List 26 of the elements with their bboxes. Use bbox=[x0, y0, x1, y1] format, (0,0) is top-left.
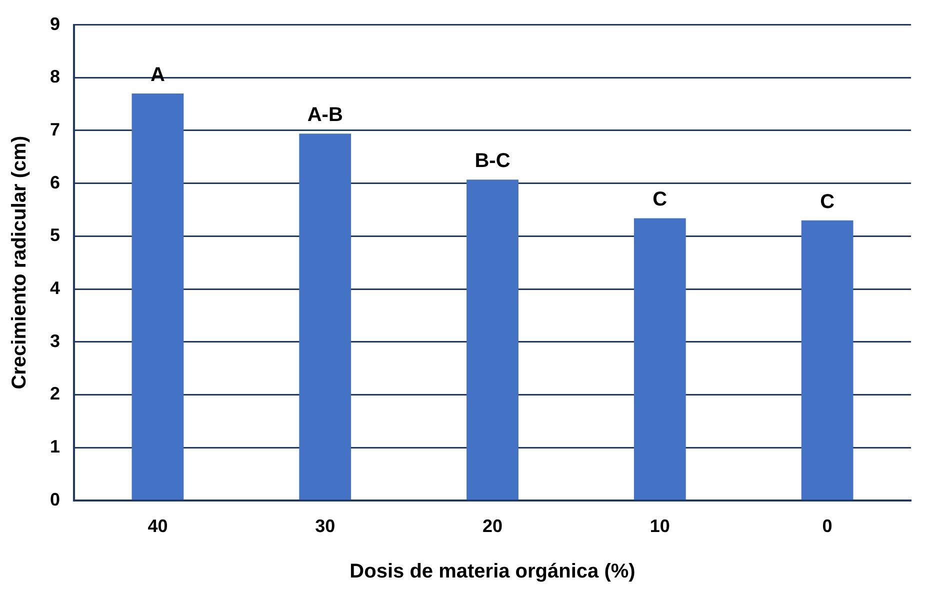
y-tick-label: 9 bbox=[50, 14, 60, 34]
y-tick-label: 2 bbox=[50, 384, 60, 404]
x-tick-label: 0 bbox=[822, 516, 832, 536]
y-tick-label: 1 bbox=[50, 436, 60, 457]
bar bbox=[801, 220, 854, 500]
y-tick-label: 3 bbox=[50, 330, 60, 351]
y-tick-label: 5 bbox=[50, 225, 60, 246]
annotation: B-C bbox=[474, 150, 510, 172]
x-tick-label: 10 bbox=[650, 516, 670, 536]
y-tick-label: 0 bbox=[50, 489, 60, 510]
x-tick-label: 20 bbox=[482, 516, 503, 536]
x-tick-label: 30 bbox=[315, 516, 336, 536]
y-axis-title: Crecimiento radicular (cm) bbox=[8, 136, 31, 390]
y-tick-label: 6 bbox=[50, 172, 60, 192]
annotation: C bbox=[652, 188, 668, 211]
bar bbox=[466, 180, 518, 500]
bar bbox=[132, 94, 184, 500]
x-axis-title: Dosis de materia orgánica (%) bbox=[350, 560, 636, 583]
annotation: A-B bbox=[307, 104, 343, 126]
annotation: C bbox=[820, 190, 835, 213]
bar bbox=[299, 134, 352, 500]
bar bbox=[634, 218, 686, 500]
y-tick-label: 7 bbox=[50, 119, 60, 140]
x-tick-label: 40 bbox=[148, 516, 168, 536]
y-tick-label: 4 bbox=[50, 278, 60, 298]
y-tick-label: 8 bbox=[50, 66, 60, 87]
